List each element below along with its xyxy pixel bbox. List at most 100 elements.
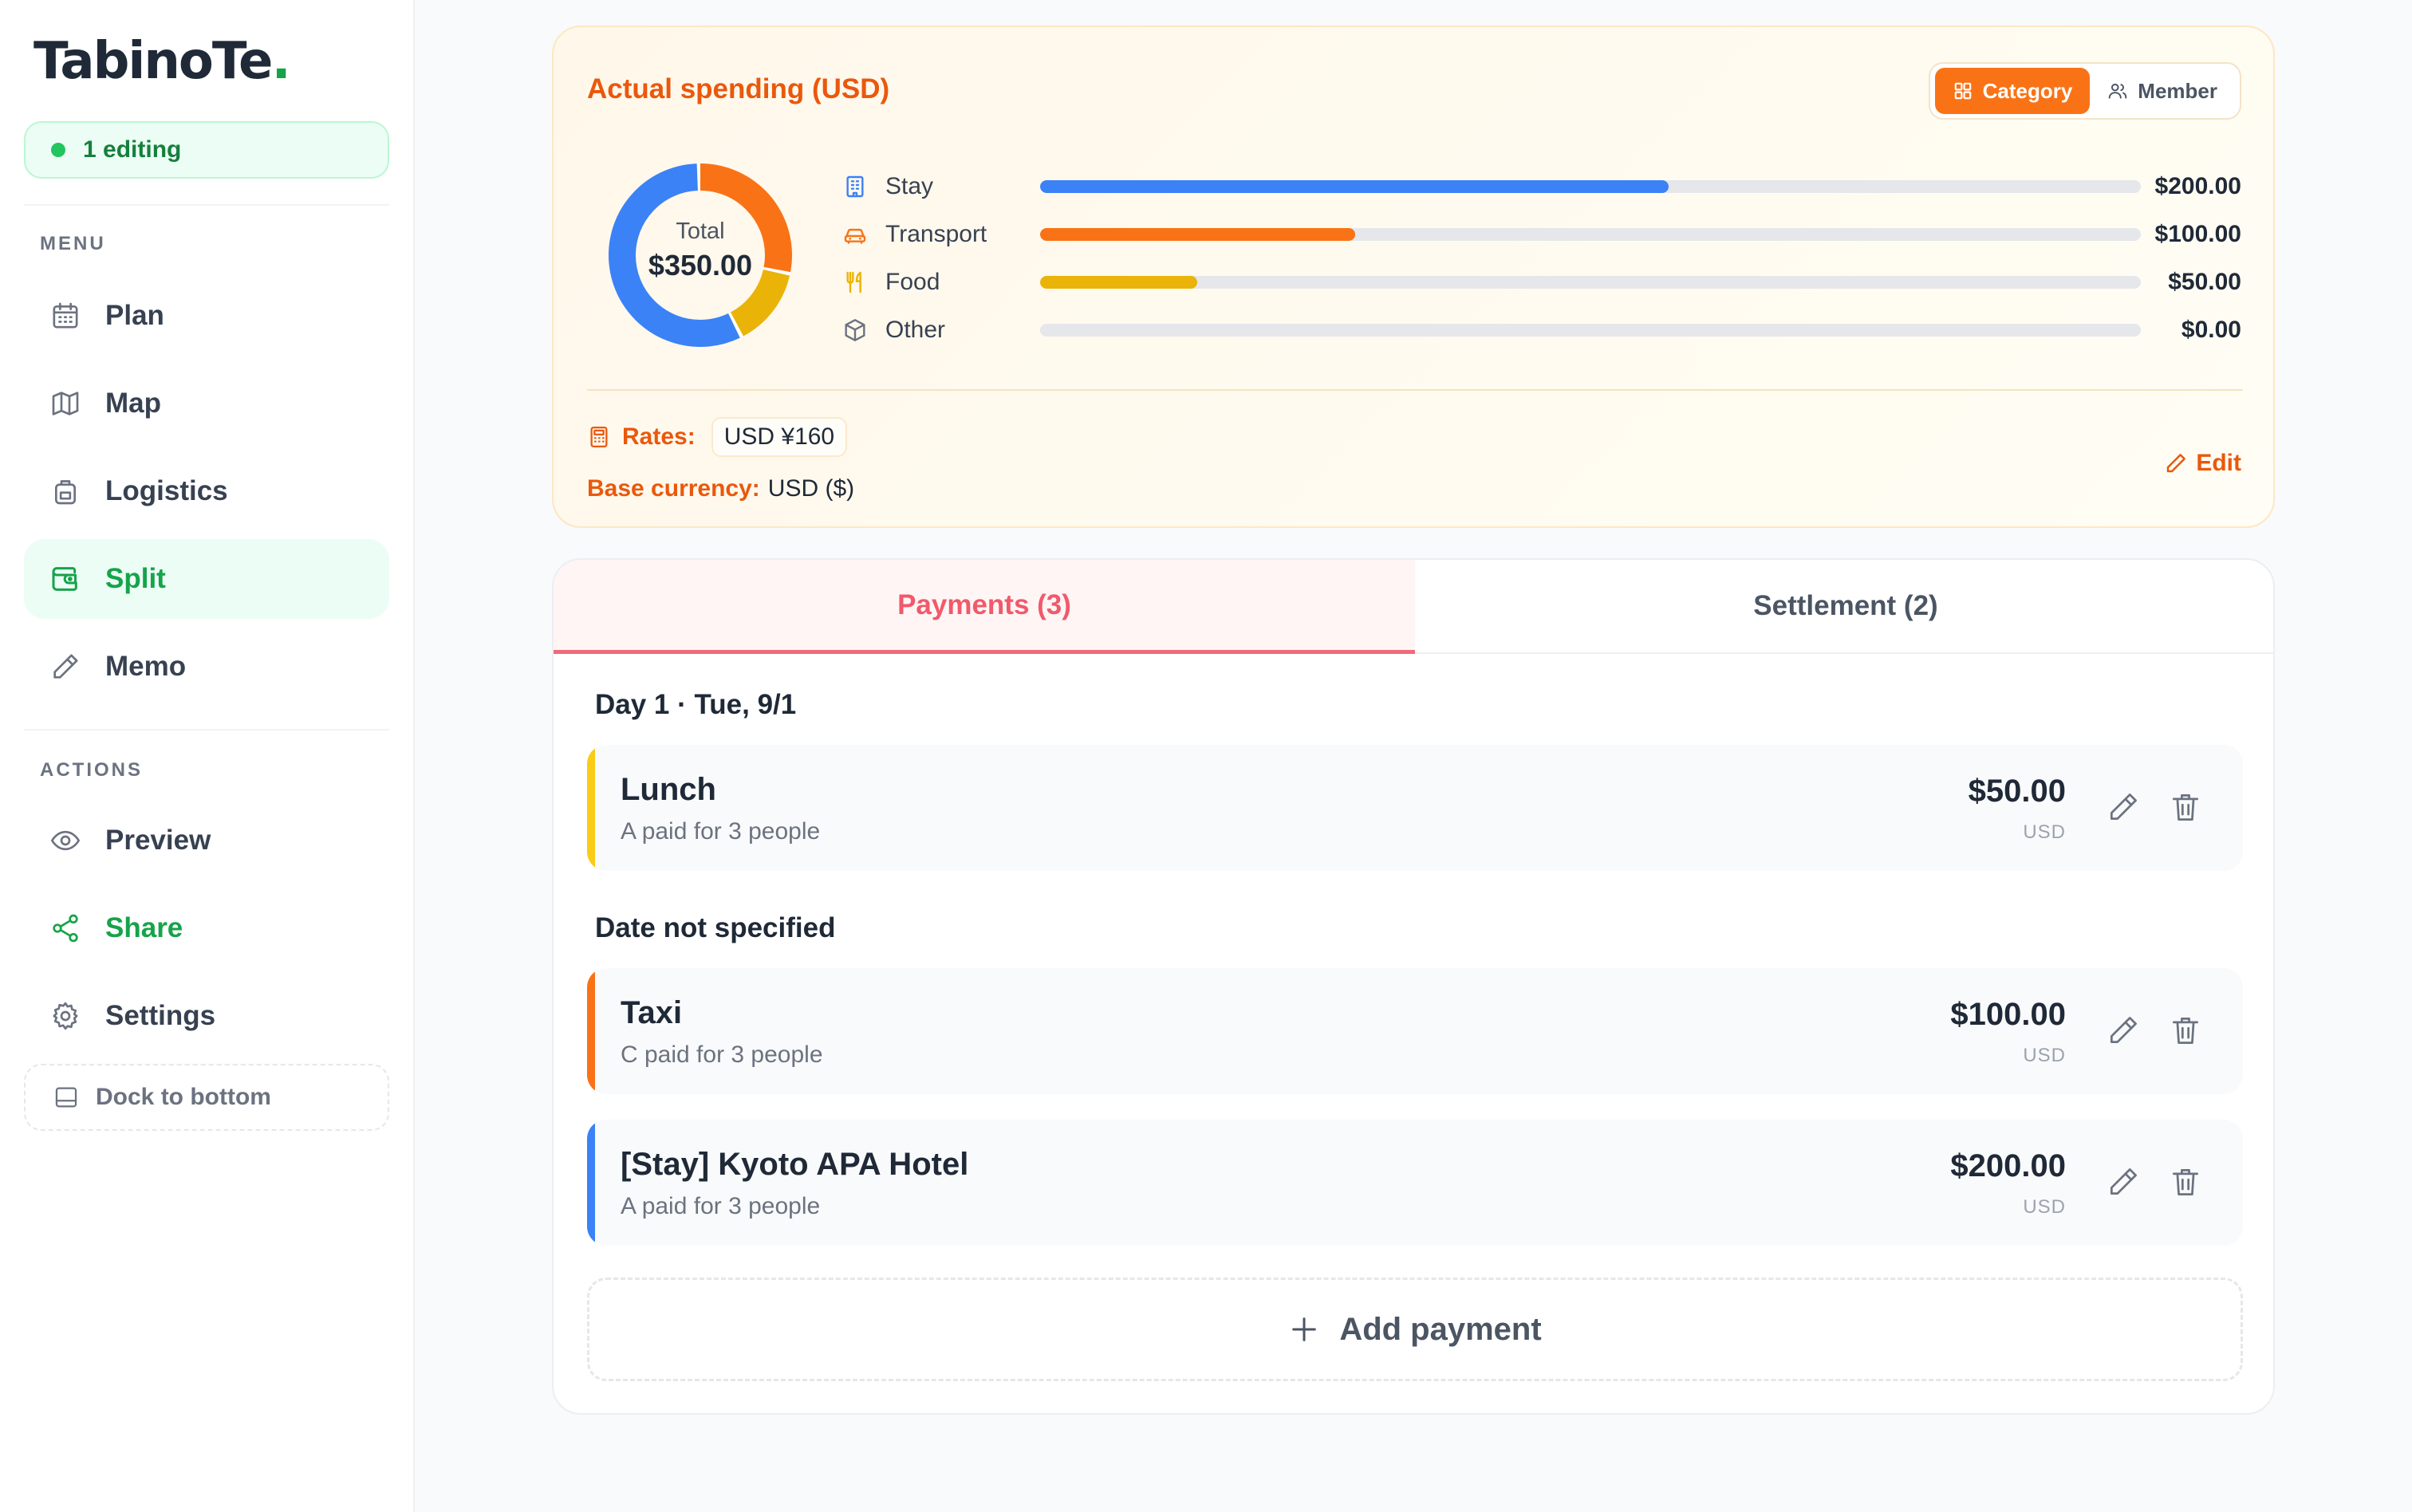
category-bar-fill <box>1040 276 1198 289</box>
spending-divider <box>587 389 2243 391</box>
sidebar-item-label: Logistics <box>105 475 228 506</box>
edit-payment-button[interactable] <box>2106 1164 2141 1199</box>
category-row-food: Food $50.00 <box>842 266 2241 298</box>
delete-payment-button[interactable] <box>2168 789 2203 825</box>
menu-section-label: MENU <box>40 233 106 254</box>
rates-row: Rates: USD ¥160 <box>587 415 848 459</box>
edit-payment-button[interactable] <box>2106 789 2141 825</box>
tab-settlement[interactable]: Settlement (2) <box>1415 560 2273 654</box>
trash-icon <box>2172 1017 2199 1044</box>
donut-slice-stay <box>609 163 792 347</box>
donut-total-label: Total <box>676 219 725 244</box>
member-toggle-button[interactable]: Member <box>2090 68 2235 114</box>
donut-total-value: $350.00 <box>648 249 753 282</box>
sidebar-item-label: Plan <box>105 300 164 331</box>
sidebar-item-split[interactable]: Split <box>24 539 389 619</box>
payment-accent-bar <box>587 745 595 871</box>
base-currency-label: Base currency: <box>587 475 760 502</box>
category-amount: $0.00 <box>2181 317 2241 343</box>
edit-payment-button[interactable] <box>2106 1013 2141 1048</box>
category-amount: $200.00 <box>2154 173 2241 199</box>
sidebar-item-share[interactable]: Share <box>24 888 389 968</box>
dock-to-bottom-button[interactable]: Dock to bottom <box>24 1064 389 1131</box>
view-toggle: Category Member <box>1928 62 2241 120</box>
delete-payment-button[interactable] <box>2168 1164 2203 1199</box>
pencil-icon <box>2110 1017 2137 1044</box>
rate-chip: USD ¥160 <box>711 417 848 457</box>
plus-icon <box>1292 1317 1317 1341</box>
trash-icon <box>2172 1168 2199 1195</box>
category-bar-track <box>1040 276 2141 289</box>
sidebar-item-memo[interactable]: Memo <box>24 627 389 707</box>
base-currency-row: Base currency: USD ($) <box>587 475 854 502</box>
edit-label: Edit <box>2196 450 2241 476</box>
payment-name: [Stay] Kyoto APA Hotel <box>621 1147 969 1182</box>
sidebar-item-plan[interactable]: Plan <box>24 276 389 356</box>
payment-amount: $100.00 <box>1950 997 2066 1032</box>
payment-item[interactable]: Taxi C paid for 3 people $100.00 USD <box>587 968 2243 1094</box>
pencil-icon <box>2110 1168 2137 1195</box>
add-payment-label: Add payment <box>1339 1311 1542 1347</box>
spending-title: Actual spending (USD) <box>587 73 890 104</box>
category-name: Other <box>885 317 946 343</box>
payment-accent-bar <box>587 1120 595 1246</box>
dock-label: Dock to bottom <box>96 1084 271 1110</box>
payment-name: Taxi <box>621 995 683 1030</box>
pencil-icon <box>2110 793 2137 821</box>
category-name: Stay <box>885 173 934 199</box>
payment-amount: $200.00 <box>1950 1148 2066 1183</box>
editing-status-badge: 1 editing <box>24 121 389 179</box>
status-dot-icon <box>51 143 65 157</box>
map-icon <box>52 392 79 415</box>
category-toggle-button[interactable]: Category <box>1934 68 2091 114</box>
payment-payer: C paid for 3 people <box>621 1041 823 1068</box>
actual-spending-card: Actual spending (USD) Category Member To… <box>552 26 2275 528</box>
base-currency-value: USD ($) <box>767 475 855 502</box>
donut-svg <box>609 163 792 347</box>
category-toggle-label: Category <box>1982 78 2073 103</box>
category-row-stay: Stay $200.00 <box>842 171 2241 203</box>
payment-amount: $50.00 <box>1968 774 2066 809</box>
category-name: Transport <box>885 221 987 247</box>
payment-item[interactable]: [Stay] Kyoto APA Hotel A paid for 3 peop… <box>587 1120 2243 1246</box>
add-payment-button[interactable]: Add payment <box>587 1278 2243 1381</box>
sidebar-item-settings[interactable]: Settings <box>24 976 389 1056</box>
category-bar-fill <box>1040 228 1355 241</box>
sidebar-item-logistics[interactable]: Logistics <box>24 451 389 531</box>
sidebar-item-map[interactable]: Map <box>24 364 389 443</box>
spending-donut-chart: Total $350.00 <box>606 161 794 349</box>
box-icon <box>845 319 865 341</box>
group-heading: Date not specified <box>595 912 836 943</box>
sidebar-item-preview[interactable]: Preview <box>24 801 389 880</box>
sidebar-item-label: Preview <box>105 825 211 856</box>
sidebar-item-label: Split <box>105 563 166 594</box>
payment-payer: A paid for 3 people <box>621 818 821 845</box>
payment-accent-bar <box>587 968 595 1094</box>
sidebar-item-label: Settings <box>105 1000 216 1031</box>
category-amount: $50.00 <box>2168 269 2241 295</box>
payment-item[interactable]: Lunch A paid for 3 people $50.00 USD <box>587 745 2243 871</box>
delete-payment-button[interactable] <box>2168 1013 2203 1048</box>
category-row-other: Other $0.00 <box>842 314 2241 346</box>
tab-payments[interactable]: Payments (3) <box>554 560 1415 654</box>
share-icon <box>53 914 78 943</box>
category-name: Food <box>885 269 940 295</box>
gear-icon <box>53 1002 78 1030</box>
donut-slice-transport <box>609 163 792 347</box>
category-amount: $100.00 <box>2154 221 2241 247</box>
sidebar-divider <box>24 204 389 206</box>
dock-bottom-icon <box>55 1087 77 1108</box>
app-logo[interactable]: TabinoTe. <box>34 32 291 91</box>
sidebar-divider <box>24 729 389 730</box>
payment-name: Lunch <box>621 772 716 807</box>
payment-currency: USD <box>2023 1045 2066 1066</box>
pencil-icon <box>53 654 78 679</box>
category-bar-fill <box>1040 180 1669 193</box>
grid-icon <box>1954 82 1971 100</box>
edit-rates-button[interactable]: Edit <box>2164 450 2241 477</box>
category-row-transport: Transport $100.00 <box>842 219 2241 250</box>
sidebar: TabinoTe. 1 editing MENU Plan Map Logist… <box>0 0 415 1512</box>
member-toggle-label: Member <box>2138 78 2217 103</box>
calendar-icon <box>53 302 78 329</box>
group-heading: Day 1 · Tue, 9/1 <box>595 689 797 720</box>
